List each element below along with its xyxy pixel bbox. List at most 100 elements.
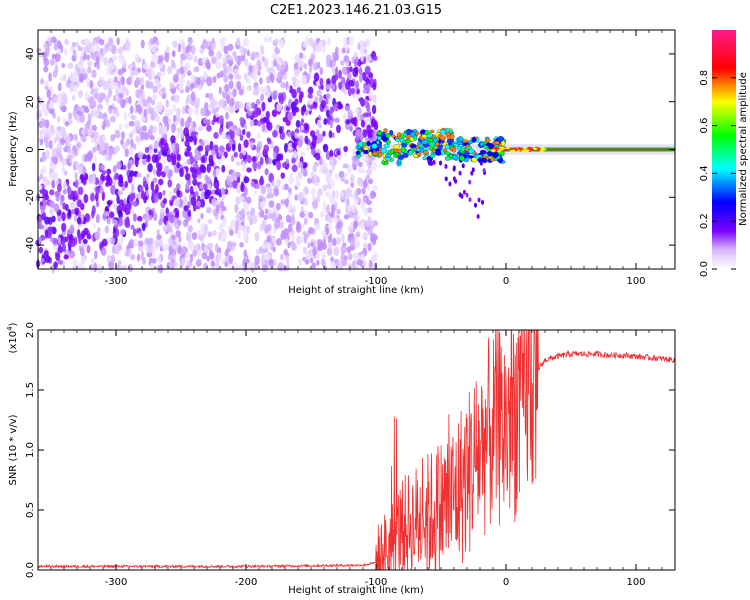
spectrogram-noise-blob bbox=[328, 242, 333, 249]
spectrogram-noise-blob bbox=[308, 37, 314, 47]
spectrogram-noise-blob bbox=[268, 258, 274, 266]
spectrogram-noise-blob bbox=[235, 101, 239, 111]
spectrogram-noise-blob bbox=[326, 182, 332, 190]
spectrogram-noise-blob bbox=[239, 152, 244, 160]
spectrogram-noise-blob bbox=[148, 107, 155, 115]
spectrogram-noise-blob bbox=[129, 131, 133, 140]
spectrogram-noise-blob bbox=[44, 229, 49, 239]
spectrogram-noise-blob bbox=[280, 81, 287, 89]
spectrogram-noise-blob bbox=[311, 262, 317, 269]
spectrogram-noise-blob bbox=[291, 164, 298, 173]
spectrogram-noise-blob bbox=[235, 219, 240, 229]
spectrogram-noise-blob bbox=[190, 196, 197, 207]
spectrogram-noise-blob bbox=[259, 77, 263, 85]
spectrogram-noise-blob bbox=[124, 148, 129, 158]
branch-blob bbox=[476, 214, 480, 219]
spectrogram-noise-blob bbox=[71, 72, 76, 83]
spectrogram-noise-blob bbox=[140, 39, 145, 49]
spectrogram-noise-blob bbox=[52, 237, 58, 245]
spectrogram-noise-blob bbox=[236, 184, 242, 194]
spectrogram-noise-blob bbox=[296, 86, 301, 94]
spectrogram-noise-blob bbox=[152, 177, 158, 184]
spectrogram-noise-blob bbox=[215, 112, 219, 118]
spectrogram-noise-blob bbox=[340, 175, 346, 182]
spectrogram-noise-blob bbox=[353, 213, 360, 223]
spectrogram-noise-blob bbox=[105, 119, 111, 128]
signal-blob bbox=[457, 141, 463, 146]
spectrogram-noise-blob bbox=[82, 135, 87, 143]
spectrogram-noise-blob bbox=[285, 265, 290, 271]
spectrogram-noise-blob bbox=[252, 160, 258, 170]
spectrogram-noise-blob bbox=[148, 214, 153, 221]
signal-blob bbox=[432, 137, 439, 144]
spectrogram-noise-blob bbox=[106, 174, 110, 182]
spectrogram-noise-blob bbox=[331, 65, 335, 73]
signal-peak-blob bbox=[491, 149, 496, 152]
spectrogram-noise-blob bbox=[261, 219, 267, 229]
spectrogram-noise-blob bbox=[264, 168, 269, 175]
spectrogram-noise-blob bbox=[295, 180, 301, 188]
spectrogram-noise-blob bbox=[337, 103, 344, 110]
spectrogram-noise-blob bbox=[206, 206, 212, 214]
spectrogram-noise-blob bbox=[317, 119, 322, 128]
spectrogram-noise-blob bbox=[239, 195, 245, 203]
spectrogram-noise-blob bbox=[310, 241, 314, 248]
spectrogram-noise-blob bbox=[162, 243, 168, 252]
spectrogram-noise-blob bbox=[40, 120, 46, 129]
spectrogram-noise-blob bbox=[182, 160, 188, 167]
spectrogram-noise-blob bbox=[342, 112, 348, 121]
spectrogram-noise-blob bbox=[371, 161, 377, 172]
spectrogram-noise-blob bbox=[297, 62, 302, 69]
spectrogram-noise-blob bbox=[266, 91, 271, 99]
spectrogram-noise-blob bbox=[72, 264, 78, 272]
spectrogram-noise-blob bbox=[193, 108, 199, 115]
spectrogram-noise-blob bbox=[356, 177, 363, 184]
spectrogram-noise-blob bbox=[272, 90, 278, 96]
spectrogram-noise-blob bbox=[121, 131, 125, 140]
branch-blob bbox=[448, 181, 452, 187]
branch-blob bbox=[481, 200, 485, 205]
spectrogram-noise-blob bbox=[231, 171, 237, 177]
branch-blob bbox=[471, 167, 475, 173]
spectrogram-noise-blob bbox=[250, 180, 255, 188]
spectrogram-noise-blob bbox=[301, 74, 307, 85]
spectrogram-noise-blob bbox=[334, 173, 340, 180]
spectrogram-noise-blob bbox=[267, 36, 273, 43]
spectrogram-noise-blob bbox=[350, 117, 356, 125]
spectrogram-noise-blob bbox=[42, 165, 47, 174]
spectrogram-y-tick-label: -20 bbox=[25, 189, 36, 205]
branch-blob bbox=[458, 192, 462, 198]
branch-blob bbox=[444, 164, 448, 169]
signal-blob bbox=[494, 140, 500, 145]
signal-blob bbox=[362, 142, 367, 146]
spectrogram-noise-blob bbox=[236, 229, 242, 239]
spectrogram-noise-blob bbox=[61, 62, 66, 69]
spectrogram-noise-blob bbox=[135, 104, 142, 114]
spectrogram-noise-blob bbox=[43, 136, 49, 144]
spectrogram-noise-blob bbox=[268, 192, 275, 199]
spectrogram-noise-blob bbox=[327, 37, 332, 46]
spectrogram-noise-blob bbox=[352, 67, 359, 78]
spectrogram-noise-blob bbox=[64, 203, 69, 212]
spectrogram-noise-blob bbox=[81, 153, 86, 163]
spectrogram-noise-blob bbox=[280, 172, 286, 179]
spectrogram-noise-blob bbox=[203, 101, 209, 112]
spectrogram-noise-blob bbox=[271, 53, 278, 60]
spectrogram-noise-blob bbox=[187, 116, 192, 124]
spectrogram-noise-blob bbox=[232, 179, 238, 189]
spectrogram-noise-blob bbox=[348, 79, 355, 87]
spectrogram-noise-blob bbox=[193, 55, 198, 63]
spectrogram-noise-blob bbox=[276, 160, 281, 171]
spectrogram-noise-blob bbox=[190, 74, 196, 83]
spectrogram-noise-blob bbox=[110, 185, 116, 195]
spectrogram-noise-blob bbox=[282, 117, 287, 123]
spectrogram-noise-blob bbox=[197, 125, 204, 132]
spectrogram-noise-blob bbox=[76, 216, 82, 225]
spectrogram-noise-blob bbox=[348, 36, 354, 46]
spectrogram-y-label: Frequency (Hz) bbox=[8, 111, 19, 187]
spectrogram-noise-blob bbox=[244, 58, 249, 67]
spectrogram-noise-blob bbox=[343, 87, 347, 96]
spectrogram-noise-blob bbox=[169, 214, 175, 224]
spectrogram-noise-blob bbox=[77, 89, 84, 99]
